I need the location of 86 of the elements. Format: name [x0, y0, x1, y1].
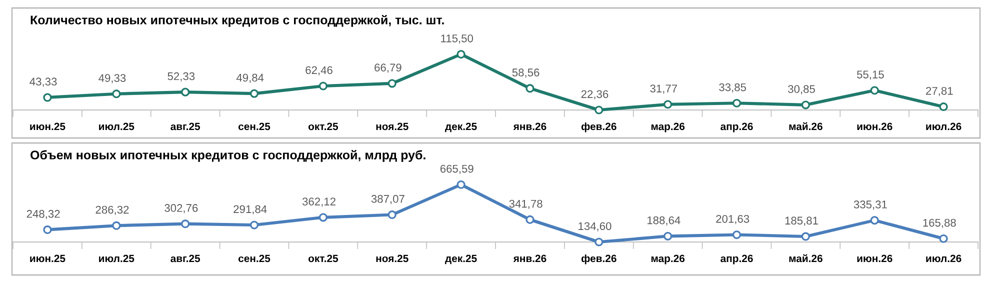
- x-tick-label: июн.26: [857, 122, 892, 130]
- chart-title: Объем новых ипотечных кредитов с господдержкой, млрд руб.: [30, 150, 426, 162]
- x-tick-label: сен.25: [238, 122, 270, 130]
- x-tick-label: май.26: [789, 254, 822, 262]
- point: [318, 213, 328, 222]
- data-label: 291,84: [234, 205, 267, 214]
- x-tick-label: июн.25: [30, 122, 66, 130]
- data-label: 115,50: [441, 34, 474, 44]
- point: [456, 180, 466, 189]
- data-label: 341,78: [509, 200, 542, 210]
- point: [594, 238, 604, 246]
- data-label: 134,60: [578, 222, 612, 232]
- point: [318, 82, 328, 90]
- x-tick-label: янв.26: [513, 122, 546, 130]
- data-label: 165,88: [923, 218, 956, 228]
- x-tick-label: сен.25: [238, 254, 270, 262]
- data-label: 33,85: [719, 83, 746, 93]
- point: [939, 234, 948, 243]
- data-label: 665,59: [440, 164, 474, 174]
- point: [43, 225, 52, 234]
- data-label: 66,79: [374, 64, 402, 73]
- data-label: 30,85: [788, 85, 815, 94]
- chart-title: Количество новых ипотечных кредитов с господдержкой, тыс. шт.: [30, 15, 444, 27]
- point: [801, 100, 810, 110]
- data-label: 49,84: [236, 74, 264, 83]
- data-label: 58,56: [512, 68, 540, 78]
- x-tick-label: авг.25: [170, 122, 200, 130]
- point: [388, 210, 396, 220]
- data-label: 302,76: [164, 204, 198, 214]
- data-label: 286,32: [96, 206, 129, 215]
- x-tick-label: ноя.25: [376, 254, 408, 262]
- x-tick-label: июн.26: [857, 254, 892, 262]
- point: [456, 50, 466, 59]
- data-label: 55,15: [856, 70, 884, 80]
- point: [664, 100, 672, 109]
- data-label: 31,77: [650, 84, 677, 94]
- data-label: 185,81: [785, 216, 818, 226]
- data-label: 49,33: [98, 74, 126, 84]
- x-tick-label: апр.26: [720, 122, 753, 132]
- x-tick-label: фев.26: [581, 254, 616, 264]
- point: [43, 93, 52, 102]
- x-tick-label: июл.26: [926, 122, 962, 130]
- x-tick-label: фев.26: [581, 122, 616, 132]
- data-label: 22,36: [581, 90, 608, 100]
- point: [526, 84, 534, 93]
- point: [870, 216, 879, 225]
- point: [388, 79, 396, 88]
- x-tick-label: мар.26: [651, 254, 685, 264]
- x-tick-label: окт.25: [308, 122, 338, 130]
- x-tick-label: дек.25: [445, 122, 477, 132]
- data-label: 52,33: [168, 72, 195, 82]
- data-label: 62,46: [306, 66, 332, 76]
- point: [112, 221, 121, 230]
- data-label: 248,32: [26, 210, 60, 220]
- x-tick-label: янв.26: [513, 254, 546, 262]
- point: [181, 88, 190, 96]
- point: [664, 232, 672, 240]
- point: [250, 89, 259, 98]
- point: [870, 86, 879, 95]
- point: [594, 106, 604, 114]
- x-tick-label: ноя.25: [376, 122, 408, 130]
- data-label: 387,07: [371, 194, 404, 204]
- x-tick-label: май.26: [789, 122, 822, 130]
- x-tick-label: окт.25: [308, 254, 338, 262]
- point: [939, 102, 948, 112]
- point: [526, 215, 534, 224]
- point: [732, 230, 742, 240]
- x-tick-label: июн.25: [30, 254, 66, 262]
- x-tick-label: июл.25: [99, 254, 134, 262]
- data-label: 43,33: [30, 78, 57, 87]
- x-tick-label: мар.26: [651, 122, 685, 132]
- point: [181, 220, 190, 228]
- x-tick-label: июл.25: [99, 122, 134, 130]
- x-tick-label: апр.26: [720, 254, 753, 264]
- data-label: 335,31: [854, 200, 887, 210]
- point: [112, 90, 121, 98]
- data-label: 362,12: [302, 198, 336, 207]
- point: [801, 232, 810, 241]
- point: [732, 98, 742, 108]
- data-label: 188,64: [648, 216, 680, 226]
- data-label: 201,63: [716, 214, 750, 224]
- data-label: 27,81: [926, 86, 953, 96]
- point: [250, 220, 259, 230]
- x-tick-label: авг.25: [170, 254, 200, 262]
- x-tick-label: дек.25: [445, 254, 477, 264]
- x-tick-label: июл.26: [926, 254, 962, 262]
